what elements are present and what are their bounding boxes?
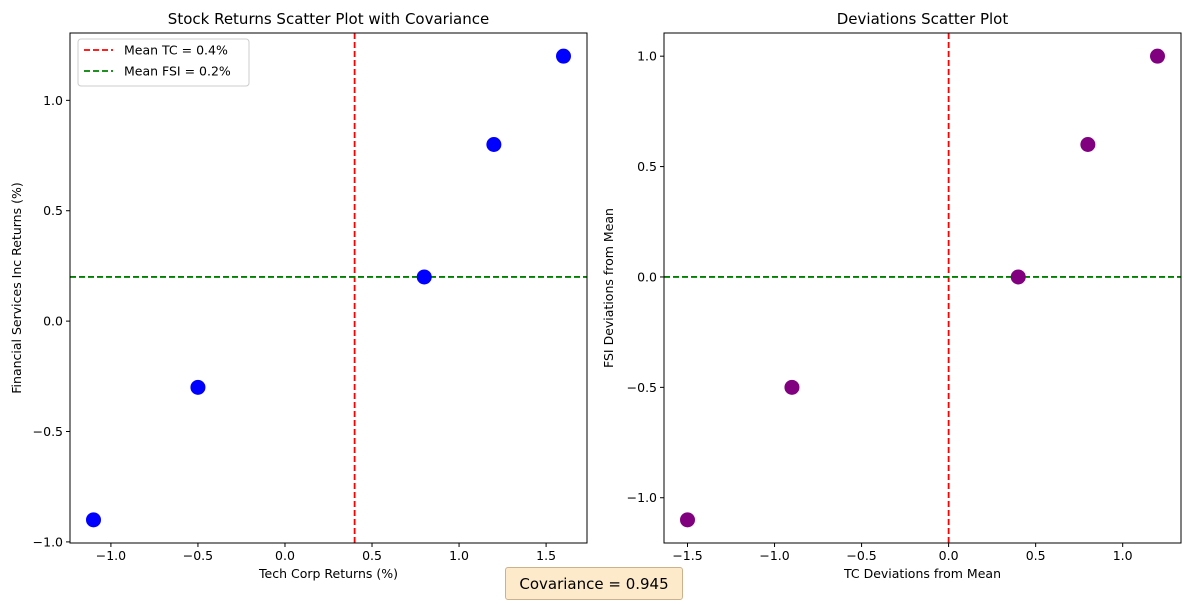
legend-label: Mean FSI = 0.2% [124,64,231,79]
legend-box [77,38,250,87]
x-tick-label: 0.0 [275,548,295,563]
y-tick-label: −0.5 [627,380,657,395]
x-tick-label: 1.5 [536,548,556,563]
x-axis-label: TC Deviations from Mean [843,566,1001,581]
chart-1: −1.0 −0.5 0.0 0.5 1.0 1.5 −1.0 −0.5 0.0 0.5 1.0 Sto… [9,10,588,581]
data-point [486,136,502,152]
x-tick-label: −0.5 [846,548,876,563]
x-axis-label: Tech Corp Returns (%) [258,566,398,581]
y-tick-label: 1.0 [637,49,657,64]
y-tick-label: 0.5 [637,159,657,174]
data-point [1010,269,1026,285]
y-tick-label: 0.0 [43,314,63,329]
y-tick-label: 0.5 [43,203,63,218]
y-axis-label: Financial Services Inc Returns (%) [9,182,24,393]
x-tick-label: 1.0 [1113,548,1133,563]
covariance-text: Covariance = 0.945 [519,574,669,593]
data-point [416,269,432,285]
legend: Mean TC = 0.4% Mean FSI = 0.2% [77,38,250,87]
y-tick-label: −1.0 [627,490,657,505]
chart-title: Stock Returns Scatter Plot with Covarian… [168,10,489,28]
y-tick-label: 1.0 [43,93,63,108]
chart-2: −1.5 −1.0 −0.5 0.0 0.5 1.0 −1.0 −0.5 0.0 0.5 1.0 De… [601,10,1182,581]
data-point [556,48,571,64]
x-tick-label: −1.5 [672,548,702,563]
x-tick-label: −0.5 [183,548,213,563]
x-tick-label: −1.0 [759,548,789,563]
x-tick-label: 0.5 [1026,548,1046,563]
data-point [1150,48,1165,64]
data-point [680,512,695,528]
covariance-annotation: Covariance = 0.945 [505,567,683,600]
data-point [784,379,800,395]
data-point [86,512,101,528]
data-point [1080,136,1096,152]
y-tick-label: −0.5 [33,424,63,439]
data-point [190,379,206,395]
axes-frame [69,32,588,544]
x-tick-label: −1.0 [96,548,126,563]
x-tick-label: 0.0 [939,548,959,563]
x-tick-label: 0.5 [362,548,382,563]
y-tick-label: −1.0 [33,534,63,549]
chart-title: Deviations Scatter Plot [837,10,1009,28]
y-tick-label: 0.0 [637,269,657,284]
y-axis-label: FSI Deviations from Mean [601,208,616,368]
legend-label: Mean TC = 0.4% [124,43,228,58]
axes-frame [663,32,1182,544]
x-tick-label: 1.0 [449,548,469,563]
